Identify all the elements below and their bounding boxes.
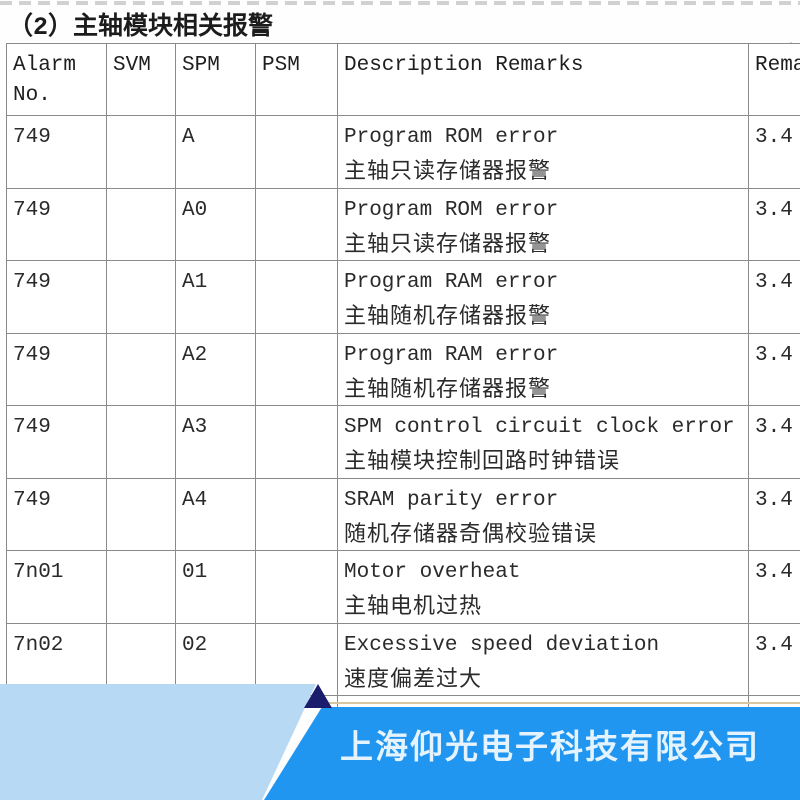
description-chinese: 随机存储器奇偶校验错误 (344, 522, 598, 548)
cell-psm (256, 478, 338, 551)
cell-remark: 3.4 (749, 116, 800, 189)
description-chinese: 速度偏差过大 (344, 667, 483, 693)
description-chinese: 主轴随机存储器报警 (344, 377, 552, 403)
column-header-psm: PSM (256, 44, 338, 116)
cell-remark: 3.4 (749, 261, 800, 334)
description-chinese: 主轴模块控制回路时钟错误 (344, 450, 621, 475)
cell-description: SPM control circuit clock error 主轴模块控制回路… (338, 406, 749, 479)
cell-spm: A0 (176, 188, 256, 261)
page-title: （2）主轴模块相关报警 (8, 13, 274, 42)
cell-description: Program ROM error 主轴只读存储器报警 (338, 188, 749, 261)
cell-psm (256, 261, 338, 334)
column-header-description: Description Remarks (338, 44, 749, 116)
cell-alarm-no: 749 (7, 261, 107, 334)
description-english: Excessive speed deviation (344, 633, 660, 657)
cell-spm: A4 (176, 478, 256, 551)
cell-remark: 3.4 (749, 551, 800, 624)
alarm-table: Alarm No. SVM SPM PSM Description Remark… (6, 43, 800, 709)
description-english: Program ROM error (344, 126, 559, 149)
cell-alarm-no: 749 (7, 188, 107, 261)
description-english: Motor overheat (344, 561, 521, 584)
cell-description: Motor overheat 主轴电机过热 (338, 551, 749, 624)
description-english: SRAM parity error (344, 488, 559, 512)
cell-psm (256, 551, 338, 624)
cell-svm (107, 333, 176, 406)
cell-remark: 3.4 (749, 334, 800, 406)
column-header-alarm-no: Alarm No. (7, 44, 107, 116)
description-chinese: 主轴随机存储器报警 (344, 305, 552, 330)
cell-psm (256, 188, 338, 261)
description-chinese: 主轴只读存储器报警 (344, 160, 552, 185)
page-edge-line (326, 702, 800, 704)
cell-remark: 3.4 (749, 189, 800, 261)
cell-description: SRAM parity error 随机存储器奇偶校验错误 (338, 478, 749, 551)
company-name: 上海仰光电子科技有限公司 (340, 728, 760, 765)
cell-svm (107, 188, 176, 261)
cell-alarm-no: 7n01 (7, 551, 107, 624)
description-english: Program ROM error (344, 198, 559, 222)
description-english: Program RAM error (344, 271, 559, 294)
cell-psm (256, 116, 338, 189)
cell-remark: 3.4 (749, 624, 800, 696)
column-header-spm: SPM (176, 44, 256, 116)
cell-psm (256, 333, 338, 406)
column-header-remark: Rema (749, 44, 800, 116)
cell-alarm-no: 749 (7, 116, 107, 189)
cell-spm: A1 (176, 261, 256, 334)
cell-spm: A3 (176, 406, 256, 479)
description-chinese: 主轴电机过热 (344, 595, 483, 620)
cell-description: Program ROM error 主轴只读存储器报警 (338, 116, 749, 189)
cell-spm: 01 (176, 551, 256, 624)
cell-alarm-no: 749 (7, 333, 107, 406)
cell-alarm-no: 749 (7, 478, 107, 551)
column-header-svm: SVM (107, 44, 176, 116)
cell-description: Excessive speed deviation 速度偏差过大 (338, 623, 749, 696)
cell-description: Program RAM error 主轴随机存储器报警 (338, 333, 749, 406)
cell-svm (107, 406, 176, 479)
cell-spm: A2 (176, 333, 256, 406)
footer-light-shape (0, 684, 316, 800)
cell-description: Program RAM error 主轴随机存储器报警 (338, 261, 749, 334)
cell-svm (107, 478, 176, 551)
scan-edge-top (0, 1, 800, 5)
description-chinese: 主轴只读存储器报警 (344, 232, 552, 258)
cell-spm: A (176, 116, 256, 189)
description-english: SPM control circuit clock error (344, 416, 735, 439)
cell-remark: 3.4 (749, 479, 800, 551)
cell-svm (107, 261, 176, 334)
cell-psm (256, 406, 338, 479)
cell-svm (107, 116, 176, 189)
company-banner (264, 707, 800, 800)
cell-remark: 3.4 (749, 406, 800, 479)
description-english: Program RAM error (344, 343, 559, 367)
cell-alarm-no: 749 (7, 406, 107, 479)
cell-svm (107, 551, 176, 624)
